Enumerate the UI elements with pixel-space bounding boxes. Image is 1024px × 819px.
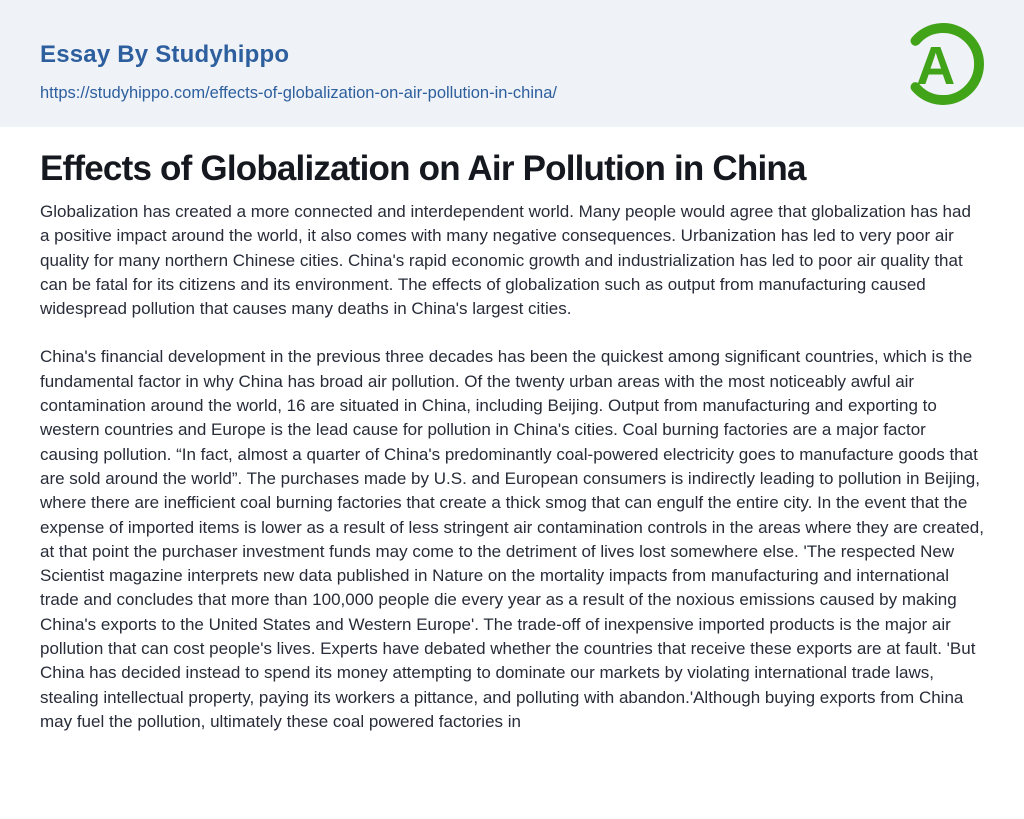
logo-letter: A [916, 36, 955, 96]
article-body: Globalization has created a more connect… [40, 200, 984, 734]
article-title: Effects of Globalization on Air Pollutio… [40, 149, 806, 188]
logo-arc-icon: A [910, 23, 984, 105]
site-title: Essay By Studyhippo [40, 41, 290, 68]
article-paragraph-1: Globalization has created a more connect… [40, 202, 971, 319]
article-paragraph-2: China's financial development in the pre… [40, 347, 984, 731]
page-header: Essay By Studyhippo https://studyhippo.c… [0, 0, 1024, 127]
logo-ring [910, 23, 984, 105]
page-url-link[interactable]: https://studyhippo.com/effects-of-global… [40, 84, 557, 102]
article: Effects of Globalization on Air Pollutio… [0, 149, 1024, 734]
studyhippo-logo: A [898, 19, 988, 109]
